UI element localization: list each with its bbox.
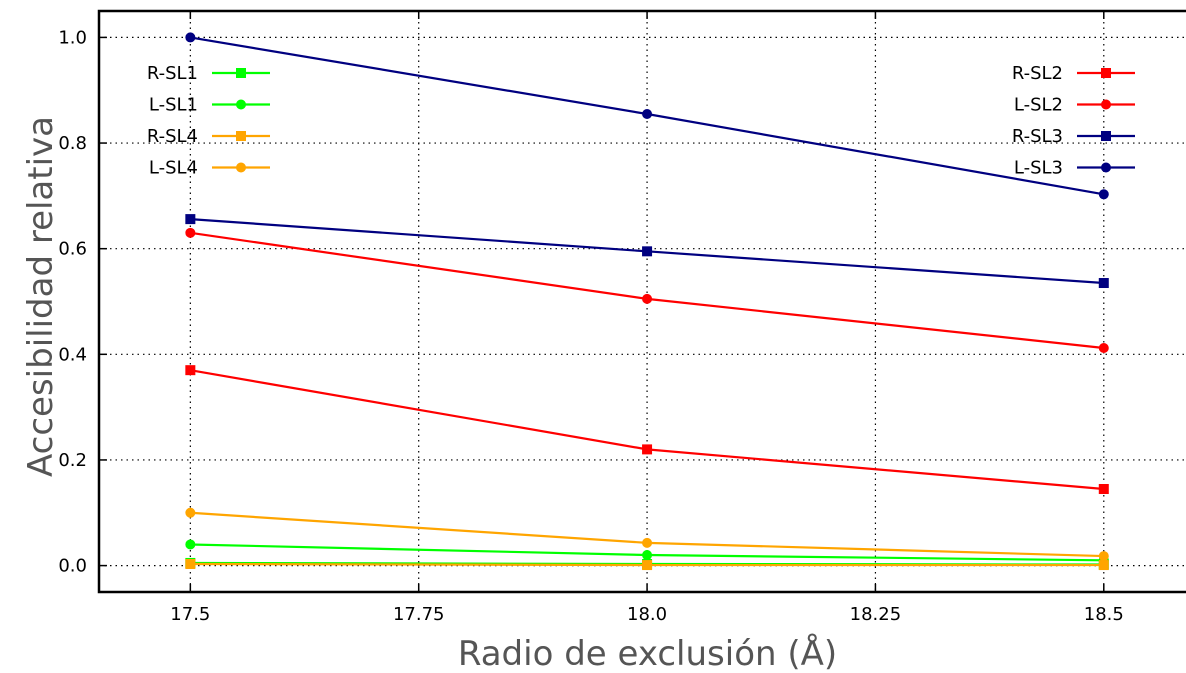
- y-tick-label: 0.4: [58, 344, 87, 365]
- series-r-sl4: [185, 559, 1109, 571]
- data-point-r-sl2: [185, 365, 196, 376]
- legend-item-l-sl3: L-SL3: [1014, 158, 1135, 179]
- legend-marker: [236, 99, 246, 110]
- y-tick-label: 0.2: [58, 450, 87, 471]
- y-tick-label: 0.8: [58, 133, 87, 154]
- data-point-r-sl2: [1098, 484, 1109, 495]
- series-l-sl3: [185, 32, 1109, 200]
- legend-marker: [1101, 162, 1111, 173]
- data-point-r-sl4: [185, 559, 196, 570]
- data-point-l-sl3: [1098, 189, 1109, 200]
- data-point-l-sl2: [642, 293, 653, 304]
- plot-frame: [97, 9, 1186, 594]
- legend-marker: [1101, 99, 1111, 110]
- legend-item-l-sl1: L-SL1: [149, 95, 270, 116]
- legend-label: L-SL4: [149, 158, 198, 179]
- data-point-l-sl4: [642, 537, 653, 548]
- data-point-l-sl1: [185, 539, 196, 550]
- legend-item-r-sl4: R-SL4: [147, 126, 270, 147]
- x-tick-label: 17.5: [170, 604, 210, 625]
- grid-lines: [99, 11, 1186, 592]
- data-point-l-sl4: [185, 507, 196, 518]
- data-point-r-sl3: [1098, 278, 1109, 289]
- data-point-l-sl1: [642, 550, 653, 561]
- legend-item-l-sl4: L-SL4: [149, 158, 270, 179]
- legend-item-l-sl2: L-SL2: [1014, 95, 1135, 116]
- y-tick-label: 0.0: [58, 556, 87, 577]
- series-l-sl2: [185, 227, 1109, 353]
- data-point-l-sl4: [1098, 551, 1109, 562]
- legend-top-left: R-SL1 L-SL1 R-SL4 L-SL4: [147, 63, 270, 179]
- x-tick-label: 17.75: [393, 604, 445, 625]
- series-r-sl2: [185, 365, 1109, 495]
- series-r-sl3: [185, 214, 1109, 289]
- data-point-l-sl3: [642, 108, 653, 119]
- data-point-l-sl2: [185, 227, 196, 238]
- y-tick-label: 1.0: [58, 27, 87, 48]
- series-layer: [185, 32, 1109, 571]
- legend-marker: [1101, 131, 1111, 141]
- data-point-r-sl4: [642, 560, 653, 571]
- legend-label: R-SL3: [1012, 126, 1063, 147]
- series-l-sl4: [185, 507, 1109, 562]
- legend-item-r-sl2: R-SL2: [1012, 63, 1135, 84]
- data-point-l-sl3: [185, 32, 196, 43]
- y-axis-title: Accesibilidad relativa: [21, 116, 61, 477]
- data-point-r-sl4: [1098, 560, 1109, 571]
- legend-top-right: R-SL2 L-SL2 R-SL3 L-SL3: [1012, 63, 1135, 179]
- data-point-r-sl3: [642, 246, 653, 257]
- legend-label: L-SL2: [1014, 95, 1063, 116]
- data-point-r-sl2: [642, 444, 653, 455]
- legend-item-r-sl3: R-SL3: [1012, 126, 1135, 147]
- legend-marker: [236, 162, 246, 173]
- legend-label: R-SL4: [147, 126, 198, 147]
- data-point-l-sl2: [1098, 342, 1109, 353]
- legend-marker: [236, 131, 246, 141]
- data-point-r-sl3: [185, 214, 196, 225]
- legend-marker: [1101, 68, 1111, 78]
- legend-label: R-SL2: [1012, 63, 1063, 84]
- legends: R-SL1 L-SL1 R-SL4 L-SL4 R-SL2 L-SL2 R-SL3 L-SL3: [147, 63, 1135, 179]
- legend-label: L-SL1: [149, 95, 198, 116]
- legend-marker: [236, 68, 246, 78]
- x-tick-label: 18.25: [850, 604, 902, 625]
- y-tick-label: 0.6: [58, 239, 87, 260]
- legend-label: L-SL3: [1014, 158, 1063, 179]
- legend-label: R-SL1: [147, 63, 198, 84]
- x-axis-title: Radio de exclusión (Å): [458, 633, 837, 673]
- axis-ticks: 17.5 17.75 18.0 18.25 18.5 0.0 0.2 0.4 0.6 0.8 1.0: [58, 11, 1124, 625]
- legend-item-r-sl1: R-SL1: [147, 63, 270, 84]
- x-tick-label: 18.5: [1084, 604, 1124, 625]
- x-tick-label: 18.0: [627, 604, 667, 625]
